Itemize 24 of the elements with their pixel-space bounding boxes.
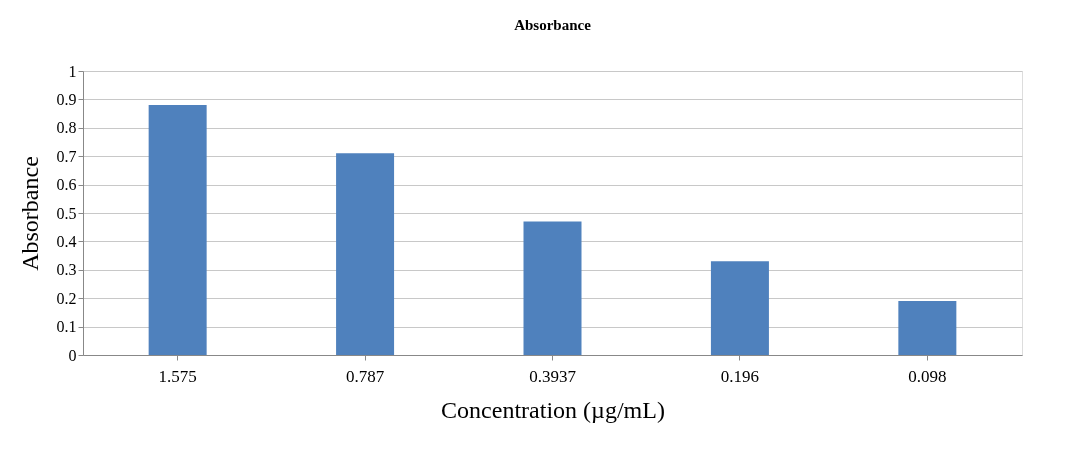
y-axis-title: Absorbance — [16, 156, 43, 271]
bar — [710, 261, 769, 355]
y-tick-label: 0.2 — [56, 289, 77, 307]
y-tick-label: 0.3 — [56, 261, 77, 279]
x-tick-label: 0.787 — [345, 366, 385, 386]
bar — [336, 153, 395, 355]
y-tick-label: 0.1 — [56, 318, 77, 336]
chart-title: Absorbance — [514, 17, 592, 33]
y-tick-label: 1 — [68, 62, 77, 80]
y-tick-label: 0.7 — [56, 147, 77, 165]
y-tick-label: 0.5 — [56, 204, 77, 222]
y-tick-label: 0.4 — [56, 232, 77, 250]
bar — [898, 301, 957, 355]
x-tick-label: 0.196 — [720, 366, 760, 386]
bar — [148, 105, 207, 355]
y-tick-label: 0.6 — [56, 176, 77, 194]
x-tick-label: 1.575 — [158, 366, 197, 386]
y-tick-label: 0 — [68, 346, 77, 364]
x-tick-label: 0.098 — [908, 366, 947, 386]
y-tick-label: 0.8 — [56, 119, 77, 137]
x-tick-label: 0.3937 — [529, 366, 577, 386]
x-axis-title: Concentration (µg/mL) — [441, 396, 665, 423]
y-tick-label: 0.9 — [56, 90, 77, 108]
bar — [523, 221, 582, 355]
